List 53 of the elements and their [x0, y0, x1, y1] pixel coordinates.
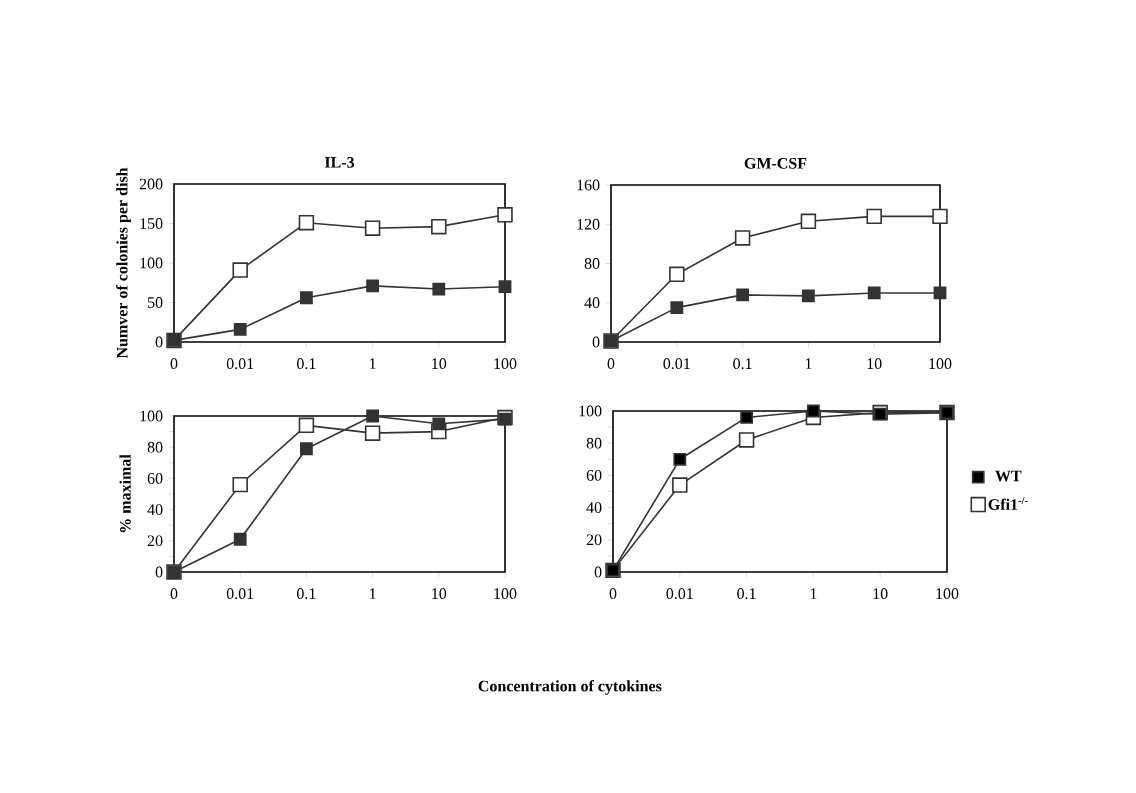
y-tick-label: 150: [140, 218, 163, 229]
x-tick-label: 0.1: [297, 358, 316, 370]
x-tick-label: 100: [494, 358, 517, 370]
y-axis-title: Numver of colonies per dish: [116, 167, 131, 359]
x-tick-label: 100: [494, 588, 517, 600]
x-tick-label: 0: [170, 588, 178, 600]
y-tick-label: 20: [147, 535, 163, 547]
y-tick-label: 0: [155, 336, 163, 348]
x-tick-label: 100: [929, 358, 952, 370]
y-tick-label: 80: [147, 441, 163, 453]
y-tick-label: 160: [577, 179, 600, 191]
y-tick-label: 50: [148, 297, 163, 308]
y-tick-label: 60: [147, 472, 163, 484]
legend-label: Gfi1$^{-/-}$: [988, 496, 1028, 510]
chart-title: IL-3: [324, 156, 355, 168]
x-tick-label: 0.1: [733, 358, 752, 370]
x-tick-label: 1: [810, 588, 817, 599]
x-tick-label: 0.01: [226, 358, 254, 370]
x-tick-label: 0.1: [297, 588, 316, 600]
y-tick-label: 0: [155, 566, 163, 578]
y-tick-label: 100: [579, 405, 602, 417]
y-tick-label: 100: [140, 410, 163, 422]
x-tick-label: 0.01: [666, 588, 693, 600]
y-tick-label: 60: [586, 469, 602, 481]
y-tick-label: 40: [147, 504, 163, 515]
x-tick-label: 10: [867, 358, 882, 370]
x-tick-label: 0.01: [226, 588, 254, 600]
y-tick-label: 0: [592, 336, 600, 348]
x-tick-label: 1: [805, 358, 812, 369]
x-tick-label: 10: [873, 588, 888, 600]
y-tick-label: 80: [584, 258, 600, 269]
legend-label: WT: [995, 470, 1022, 482]
y-axis-title: % maximal: [119, 454, 131, 533]
x-tick-label: 0: [170, 358, 178, 370]
x-tick-label: 0.1: [737, 588, 756, 600]
y-tick-label: 80: [586, 437, 602, 449]
x-axis-title: Concentration of cytokines: [478, 680, 662, 695]
y-tick-label: 40: [586, 502, 602, 513]
y-tick-label: 0: [594, 566, 602, 578]
y-tick-label: 20: [586, 534, 602, 546]
x-tick-label: 10: [432, 588, 447, 600]
y-tick-label: 200: [139, 178, 163, 190]
x-tick-label: 0: [609, 588, 617, 600]
chart-title: GM-CSF: [744, 157, 807, 169]
x-tick-label: 0.01: [663, 358, 690, 370]
x-tick-label: 100: [936, 588, 959, 600]
y-tick-label: 120: [577, 218, 600, 230]
y-tick-label: 100: [140, 257, 163, 269]
x-tick-label: 1: [370, 358, 376, 369]
x-tick-label: 10: [432, 358, 447, 370]
y-tick-label: 40: [584, 297, 600, 309]
x-tick-label: 1: [370, 588, 376, 599]
x-tick-label: 0: [607, 358, 615, 370]
